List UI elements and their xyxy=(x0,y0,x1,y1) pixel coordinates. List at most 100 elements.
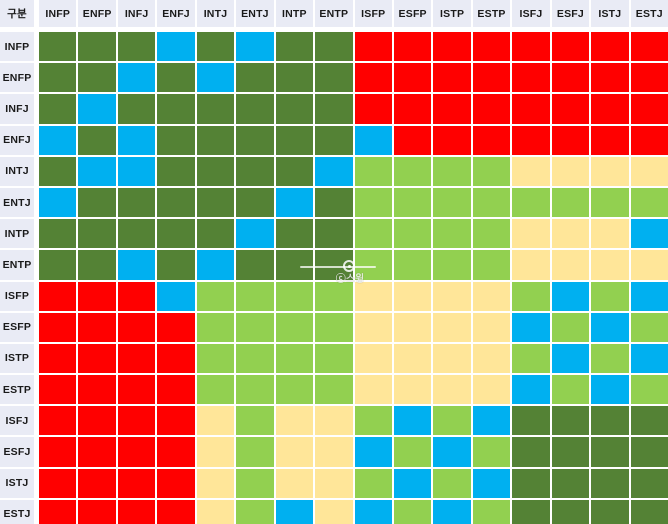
cell-ESTJ-ENFP xyxy=(78,499,116,524)
cell-INFJ-ISFJ xyxy=(512,94,550,124)
cell-ENFJ-ISTP xyxy=(433,125,471,155)
cell-ESTP-ESFP xyxy=(393,375,432,405)
cell-INFJ-ISFP xyxy=(354,94,392,124)
col-header-ENFJ: ENFJ xyxy=(157,0,195,30)
cell-INTJ-INTP xyxy=(275,156,314,186)
cell-ESTJ-INFP xyxy=(39,499,77,524)
cell-INFJ-ENFP xyxy=(78,94,116,124)
cell-ESTJ-ENFJ xyxy=(157,499,195,524)
cell-INFJ-INTJ xyxy=(196,94,235,124)
cell-INTP-ESFP xyxy=(393,219,432,249)
cell-INFP-ISFP xyxy=(354,32,392,62)
cell-ISFJ-ISTJ xyxy=(591,406,629,436)
cell-ENTP-ISTJ xyxy=(591,250,629,280)
cell-INTJ-ISFP xyxy=(354,156,392,186)
cell-ESFP-ISTP xyxy=(433,312,471,342)
cell-ISFJ-ISTP xyxy=(433,406,471,436)
cell-INTJ-INFP xyxy=(39,156,77,186)
cell-INTJ-ENFP xyxy=(78,156,116,186)
cell-ENFJ-ESFJ xyxy=(551,125,590,155)
cell-ESTJ-ENTJ xyxy=(236,499,274,524)
cell-ISTP-ENTJ xyxy=(236,343,274,374)
cell-INTP-INFP xyxy=(39,219,77,249)
cell-INFP-ISTP xyxy=(433,32,471,62)
cell-ENFP-ENTP xyxy=(315,63,353,93)
cell-INTP-ESTP xyxy=(472,219,511,249)
cell-ISTJ-ESFJ xyxy=(551,468,590,498)
cell-ENTP-INTJ xyxy=(196,250,235,280)
cell-ESTJ-ISTP xyxy=(433,499,471,524)
cell-INTP-INTP xyxy=(275,219,314,249)
cell-ENTJ-ESFP xyxy=(393,187,432,218)
cell-ISFP-ISFJ xyxy=(512,281,550,311)
cell-ENTP-ISFJ xyxy=(512,250,550,280)
cell-ENFP-ISFP xyxy=(354,63,392,93)
cell-INFP-INTP xyxy=(275,32,314,62)
cell-ISFP-ENTP xyxy=(315,281,353,311)
cell-ESFJ-ESFP xyxy=(393,437,432,467)
row-header-ENFJ: ENFJ xyxy=(0,125,37,155)
cell-ENTJ-ENFJ xyxy=(157,187,195,218)
cell-ISTJ-ENTJ xyxy=(236,468,274,498)
cell-INFJ-ESTJ xyxy=(630,94,668,124)
cell-INTJ-ISFJ xyxy=(512,156,550,186)
cell-ISTJ-ISFP xyxy=(354,468,392,498)
cell-INTJ-INTJ xyxy=(196,156,235,186)
cell-ISTJ-INFJ xyxy=(117,468,156,498)
cell-ESFP-ISFP xyxy=(354,312,392,342)
cell-ESFP-INFJ xyxy=(117,312,156,342)
cell-ENTP-INTP xyxy=(275,250,314,280)
cell-ISFJ-INFP xyxy=(39,406,77,436)
cell-INFP-ESFP xyxy=(393,32,432,62)
col-header-INTJ: INTJ xyxy=(196,0,235,30)
cell-ENFP-ISTP xyxy=(433,63,471,93)
cell-INTP-INFJ xyxy=(117,219,156,249)
cell-INFJ-ENFJ xyxy=(157,94,195,124)
row-header-ISTJ: ISTJ xyxy=(0,468,37,498)
cell-ENFP-ENFJ xyxy=(157,63,195,93)
cell-ENTJ-ISFJ xyxy=(512,187,550,218)
cell-ISFJ-ISFP xyxy=(354,406,392,436)
cell-ENTP-ENTP xyxy=(315,250,353,280)
cell-ESFP-ESTJ xyxy=(630,312,668,342)
cell-ISTP-ISFP xyxy=(354,343,392,374)
cell-ENTP-ENFJ xyxy=(157,250,195,280)
cell-ESTP-ENFP xyxy=(78,375,116,405)
cell-ISFP-ENFJ xyxy=(157,281,195,311)
cell-ENTJ-ISFP xyxy=(354,187,392,218)
cell-ENTP-ESTJ xyxy=(630,250,668,280)
row-header-INFP: INFP xyxy=(0,32,37,62)
row-header-ESTP: ESTP xyxy=(0,375,37,405)
cell-ISFJ-ISFJ xyxy=(512,406,550,436)
cell-ISFP-ISFP xyxy=(354,281,392,311)
cell-ISFJ-ENTP xyxy=(315,406,353,436)
cell-ISTP-ESTP xyxy=(472,343,511,374)
cell-ESTP-INTJ xyxy=(196,375,235,405)
cell-ENTJ-INTJ xyxy=(196,187,235,218)
cell-INFJ-INTP xyxy=(275,94,314,124)
cell-ENTP-ENFP xyxy=(78,250,116,280)
col-header-ESTP: ESTP xyxy=(472,0,511,30)
cell-ENFJ-ESTJ xyxy=(630,125,668,155)
cell-ESFJ-INTP xyxy=(275,437,314,467)
cell-ESTJ-ISTJ xyxy=(591,499,629,524)
cell-ESFJ-ESFJ xyxy=(551,437,590,467)
row-header-INTP: INTP xyxy=(0,219,37,249)
cell-ISTJ-INTP xyxy=(275,468,314,498)
cell-INTP-ENTJ xyxy=(236,219,274,249)
cell-INFP-ENFJ xyxy=(157,32,195,62)
cell-INFP-INFP xyxy=(39,32,77,62)
cell-INTJ-ISTJ xyxy=(591,156,629,186)
cell-INFP-ENTJ xyxy=(236,32,274,62)
cell-ENTJ-INFP xyxy=(39,187,77,218)
col-header-ISTJ: ISTJ xyxy=(591,0,629,30)
cell-ENFP-ENTJ xyxy=(236,63,274,93)
cell-ISFJ-INFJ xyxy=(117,406,156,436)
cell-ESTP-ISTP xyxy=(433,375,471,405)
cell-ISTJ-ENFP xyxy=(78,468,116,498)
row-header-ISFJ: ISFJ xyxy=(0,406,37,436)
row-header-ESTJ: ESTJ xyxy=(0,499,37,524)
cell-ESFJ-INTJ xyxy=(196,437,235,467)
cell-INFJ-ISTJ xyxy=(591,94,629,124)
col-header-ENTP: ENTP xyxy=(315,0,353,30)
